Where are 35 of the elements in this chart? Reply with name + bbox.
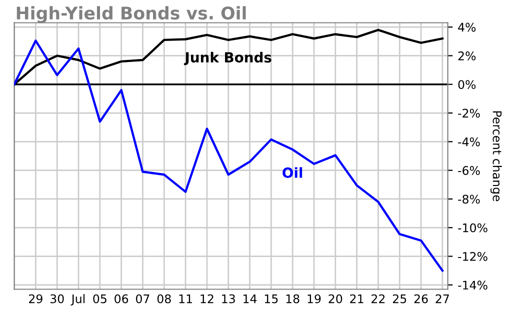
x-tick-label: 07 [136,294,150,304]
x-tick-label: 06 [114,294,128,304]
x-tick-label: 14 [244,294,257,304]
y-tick-label: -14% [458,280,488,290]
chart-title: High-Yield Bonds vs. Oil [16,6,246,24]
x-tick-label: 20 [328,294,342,304]
y-tick-label: -4% [458,137,480,146]
y-tick-label: -8% [458,194,480,204]
y-tick-label: -2% [458,108,480,118]
series-label: Junk Bonds [184,52,272,66]
x-tick-label: 18 [286,294,300,304]
x-tick-label: 15 [264,294,278,304]
x-tick-label: 19 [308,294,321,304]
y-tick-label: 2% [458,51,476,60]
series-label: Oil [282,167,302,178]
y-tick-label: -6% [458,166,480,175]
x-tick-label: 25 [392,294,406,304]
x-tick-label: 30 [50,294,64,304]
x-tick-label: 29 [29,294,42,304]
x-tick-label: 11 [179,294,192,304]
x-tick-label: Jul [70,294,85,306]
x-tick-label: 21 [350,294,364,304]
x-tick-label: 05 [93,294,106,304]
y-tick-label: -12% [458,252,488,261]
y-axis-title: Percent change [490,111,502,202]
x-tick-label: 22 [372,294,385,304]
y-tick-label: 0% [458,80,476,90]
x-tick-label: 26 [414,294,428,304]
y-tick-label: -10% [458,223,488,232]
x-tick-label: 27 [436,294,449,304]
x-tick-label: 13 [222,294,235,304]
line-series [14,40,444,272]
x-tick-label: 08 [157,294,171,304]
x-tick-label: 12 [200,294,214,304]
y-tick-label: 4% [458,22,476,32]
